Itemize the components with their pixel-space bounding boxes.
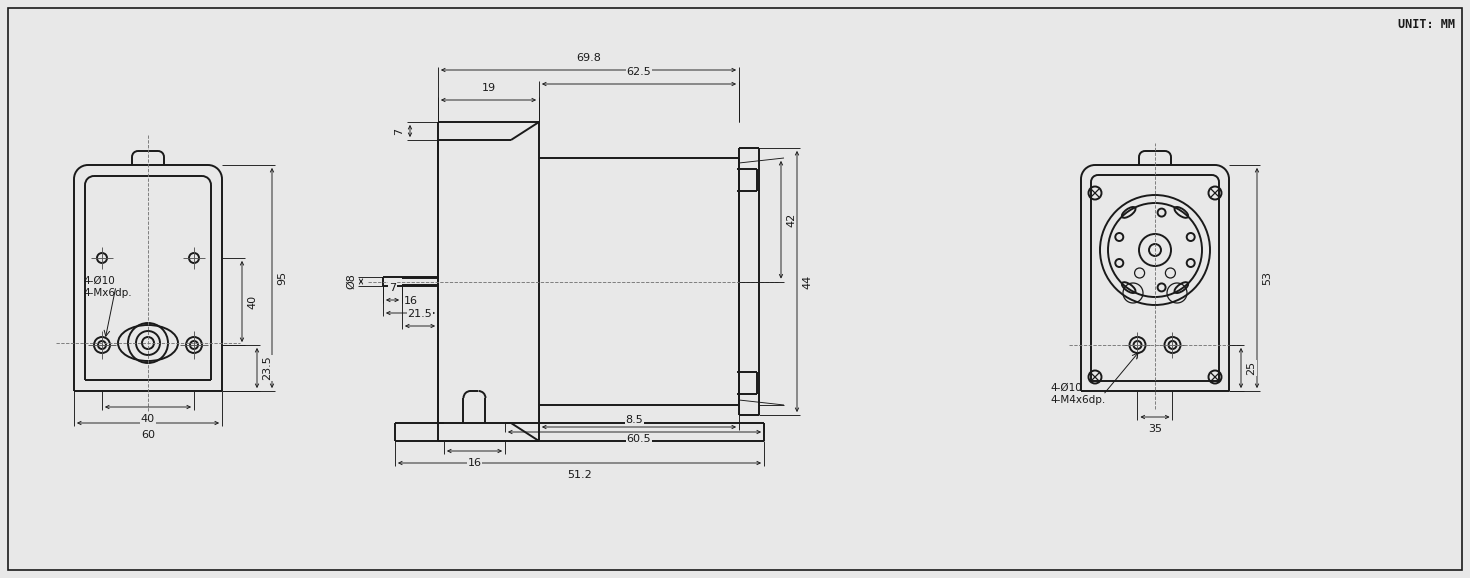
Text: 23.5: 23.5 [262,355,272,380]
Text: Ø8: Ø8 [345,273,356,290]
Text: 62.5: 62.5 [626,67,651,77]
Text: 19: 19 [482,83,495,93]
Text: 69.8: 69.8 [576,53,601,63]
Text: 44: 44 [803,275,811,288]
Text: 60.5: 60.5 [626,434,651,444]
Text: 42: 42 [786,213,795,227]
Text: 35: 35 [1148,424,1161,434]
Text: 4-Ø10: 4-Ø10 [1050,383,1082,393]
Text: UNIT: MM: UNIT: MM [1398,18,1455,31]
Text: 53: 53 [1263,271,1272,285]
Text: 7: 7 [394,127,404,135]
Text: 25: 25 [1247,361,1255,375]
Text: 16: 16 [467,458,482,468]
Text: 60: 60 [141,430,154,440]
Text: 7: 7 [390,283,395,293]
Text: 51.2: 51.2 [567,470,592,480]
Text: 4-Mx6dp.: 4-Mx6dp. [82,288,132,298]
Text: 40: 40 [247,294,257,309]
Text: 4-Ø10: 4-Ø10 [82,276,115,286]
Text: 21.5: 21.5 [407,309,432,319]
Text: 95: 95 [276,271,287,285]
Text: 40: 40 [141,414,154,424]
Text: 8.5: 8.5 [626,415,644,425]
Text: 16: 16 [403,296,417,306]
Text: 4-M4x6dp.: 4-M4x6dp. [1050,395,1105,405]
